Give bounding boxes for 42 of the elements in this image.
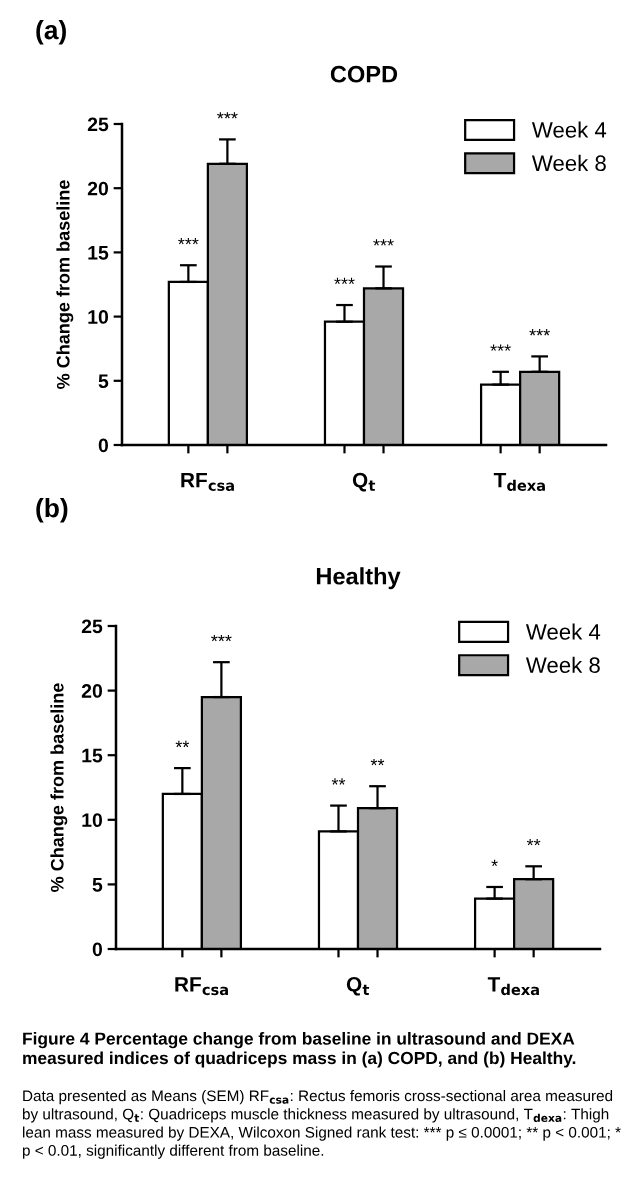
- y-tick-label: 0: [92, 942, 103, 957]
- y-tick-label: 5: [98, 374, 109, 389]
- data-label: ***: [334, 277, 355, 285]
- data-label: ***: [373, 239, 394, 246]
- text: Data presented as Means (SEM) RF$_{csa}$: Rectus femoris cross-sectional area measured by ultrasound, Q$_{t}$: Quadriceps muscle thickness measured by ultrasound, T$_{dexa}$: Thigh lean mass measured by DEXA, Wilcoxon Signed rank test: *** p ≤ 0.0001; ** p < 0.001; * p < 0.01, significantly different from baseline.: [22, 1090, 621, 1159]
- y-tick-label: 15: [82, 748, 103, 763]
- x-tick-label: RF$_{csa}$: [175, 977, 228, 996]
- caption: Figure 4 Percentage change from baseline in ultrasound and DEXA measured indices of quadriceps mass in (a) COPD, and (b) Healthy.: [23, 1032, 576, 1068]
- data-label: ***: [490, 344, 511, 351]
- data-label: ***: [217, 112, 238, 119]
- legend-label: Week 4: [531, 121, 607, 138]
- y-tick-label: 20: [81, 684, 103, 698]
- y-tick-label: 5: [92, 878, 103, 892]
- legend-label: Week 8: [531, 154, 606, 172]
- data-label: ***: [529, 329, 550, 336]
- data-label: ***: [211, 634, 232, 642]
- data-label: **: [331, 778, 346, 785]
- x-tick-label: RF$_{csa}$: [181, 473, 234, 491]
- data-label: ***: [178, 237, 199, 245]
- data-label: *: [491, 859, 498, 867]
- x-tick-label: T$_{dexa}$: [487, 977, 539, 996]
- y-axis-title: % Change from baseline: [56, 180, 74, 389]
- y-tick-label: 10: [82, 813, 103, 828]
- y-tick-label: 25: [81, 619, 103, 634]
- x-tick-label: T$_{dexa}$: [493, 473, 545, 491]
- legend-label: Week 4: [525, 623, 601, 640]
- x-tick-label: Q$_{t}$: [352, 472, 376, 492]
- y-tick-label: 20: [87, 181, 109, 196]
- chart-title: Healthy: [316, 567, 401, 590]
- data-label: **: [175, 740, 190, 748]
- text: (b): [36, 498, 68, 523]
- x-tick-label: Q$_{t}$: [346, 976, 370, 996]
- y-axis-title: % Change from baseline: [50, 683, 68, 892]
- chart-title: COPD: [330, 65, 398, 83]
- y-tick-label: 25: [87, 117, 109, 132]
- y-tick-label: 15: [88, 246, 109, 260]
- data-label: **: [526, 839, 541, 846]
- legend-label: Week 8: [525, 656, 600, 674]
- text: (a): [36, 20, 66, 45]
- y-tick-label: 10: [88, 310, 109, 324]
- y-tick-label: 0: [98, 438, 109, 453]
- data-label: **: [370, 758, 385, 766]
